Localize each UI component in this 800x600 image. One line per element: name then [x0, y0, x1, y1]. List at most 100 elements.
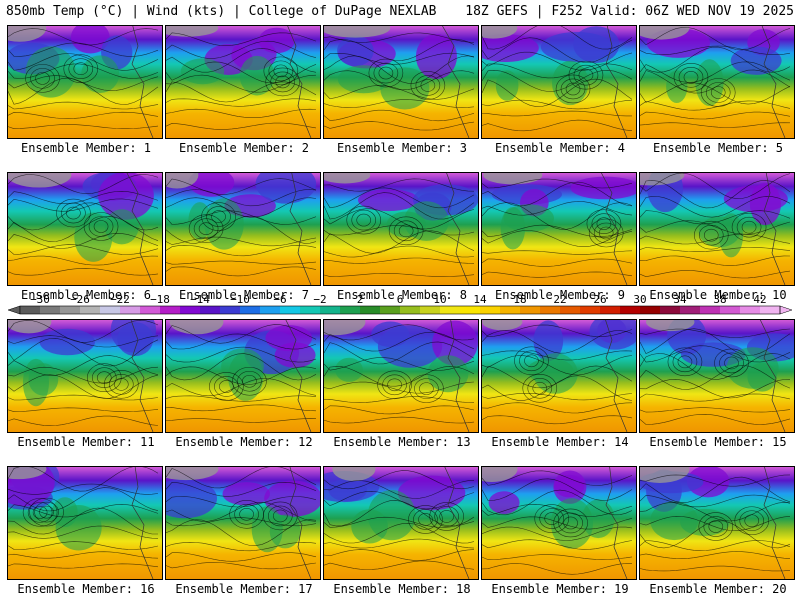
ensemble-map-graphic — [482, 26, 636, 138]
ensemble-member-label: Ensemble Member: 20 — [649, 582, 787, 596]
ensemble-map-graphic — [640, 467, 794, 579]
colorbar-swatch — [340, 306, 361, 314]
colorbar-swatch — [700, 306, 721, 314]
ensemble-map-7[interactable] — [165, 172, 321, 286]
colorbar-swatch — [260, 306, 281, 314]
ensemble-map-1[interactable] — [7, 25, 163, 139]
ensemble-member-label: Ensemble Member: 16 — [17, 582, 155, 596]
ensemble-map-18[interactable] — [323, 466, 479, 580]
ensemble-map-4[interactable] — [481, 25, 637, 139]
colorbar-swatch — [60, 306, 81, 314]
ensemble-member-label: Ensemble Member: 18 — [333, 582, 471, 596]
colorbar-tick-label: 2 — [357, 293, 364, 306]
colorbar-swatch — [720, 306, 741, 314]
colorbar-swatch — [400, 306, 421, 314]
ensemble-map-graphic — [166, 173, 320, 285]
chart-title: 850mb Temp (°C) | Wind (kts) | College o… — [6, 4, 437, 19]
ensemble-member-label: Ensemble Member: 17 — [175, 582, 313, 596]
ensemble-map-13[interactable] — [323, 319, 479, 433]
ensemble-map-10[interactable] — [639, 172, 795, 286]
colorbar-max-arrow — [779, 305, 793, 315]
colorbar-tick-label: 34 — [673, 293, 687, 306]
colorbar-swatch — [300, 306, 321, 314]
ensemble-map-12[interactable] — [165, 319, 321, 433]
colorbar-tick-label: 30 — [633, 293, 646, 306]
colorbar-tick-label: 42 — [753, 293, 766, 306]
ensemble-map-graphic — [324, 26, 478, 138]
colorbar-graphic: −30 −26 −22 −18 −14 −10 −6 −2 2 6 10 14 18 22 26 30 34 38… — [7, 293, 793, 315]
ensemble-map-15[interactable] — [639, 319, 795, 433]
ensemble-map-graphic — [482, 173, 636, 285]
ensemble-member-label: Ensemble Member: 12 — [175, 435, 313, 449]
temperature-colorbar: −30 −26 −22 −18 −14 −10 −6 −2 2 6 10 14 18 22 26 30 34 38… — [6, 293, 794, 317]
colorbar-swatch — [160, 306, 181, 314]
colorbar-tick-label: −14 — [190, 293, 210, 306]
ensemble-map-19[interactable] — [481, 466, 637, 580]
colorbar-tick-label: 22 — [553, 293, 566, 306]
colorbar-swatch — [240, 306, 261, 314]
ensemble-map-20[interactable] — [639, 466, 795, 580]
ensemble-map-graphic — [324, 320, 478, 432]
colorbar-tick-label: 10 — [433, 293, 446, 306]
ensemble-map-graphic — [640, 26, 794, 138]
ensemble-map-9[interactable] — [481, 172, 637, 286]
ensemble-map-graphic — [8, 26, 162, 138]
colorbar-swatch — [600, 306, 621, 314]
colorbar-swatch — [220, 306, 241, 314]
ensemble-map-graphic — [324, 467, 478, 579]
colorbar-tick-label: −30 — [30, 293, 50, 306]
colorbar-swatch — [360, 306, 381, 314]
colorbar-outline — [19, 305, 781, 315]
colorbar-tick-label: 14 — [473, 293, 487, 306]
colorbar-tick-label: −18 — [150, 293, 170, 306]
colorbar-tick-label: −22 — [110, 293, 130, 306]
ensemble-member-label: Ensemble Member: 15 — [649, 435, 787, 449]
colorbar-tick-label: −2 — [313, 293, 326, 306]
colorbar-swatch — [680, 306, 701, 314]
ensemble-map-2[interactable] — [165, 25, 321, 139]
ensemble-map-graphic — [8, 320, 162, 432]
ensemble-member-label: Ensemble Member: 8 — [336, 288, 468, 302]
colorbar-swatch — [540, 306, 561, 314]
ensemble-map-11[interactable] — [7, 319, 163, 433]
colorbar-tick-label: 26 — [593, 293, 606, 306]
ensemble-map-16[interactable] — [7, 466, 163, 580]
colorbar-swatch — [380, 306, 401, 314]
colorbar-swatch — [740, 306, 761, 314]
ensemble-map-6[interactable] — [7, 172, 163, 286]
colorbar-swatch — [420, 306, 441, 314]
ensemble-map-graphic — [166, 320, 320, 432]
colorbar-swatch — [20, 306, 41, 314]
colorbar-tick-label: −10 — [230, 293, 250, 306]
colorbar-swatch — [640, 306, 661, 314]
ensemble-map-graphic — [166, 26, 320, 138]
ensemble-map-14[interactable] — [481, 319, 637, 433]
colorbar-swatch — [460, 306, 481, 314]
ensemble-map-3[interactable] — [323, 25, 479, 139]
colorbar-swatch — [200, 306, 221, 314]
colorbar-swatch — [580, 306, 601, 314]
ensemble-map-8[interactable] — [323, 172, 479, 286]
colorbar-swatch — [440, 306, 461, 314]
colorbar-swatch — [40, 306, 61, 314]
ensemble-member-label: Ensemble Member: 4 — [494, 141, 626, 155]
ensemble-member-label: Ensemble Member: 2 — [178, 141, 310, 155]
ensemble-member-label: Ensemble Member: 1 — [20, 141, 152, 155]
colorbar-swatch — [660, 306, 681, 314]
ensemble-member-label: Ensemble Member: 5 — [652, 141, 784, 155]
ensemble-map-graphic — [324, 173, 478, 285]
colorbar-swatch — [560, 306, 581, 314]
ensemble-map-graphic — [482, 467, 636, 579]
colorbar-swatch — [480, 306, 501, 314]
ensemble-member-label: Ensemble Member: 13 — [333, 435, 471, 449]
colorbar-swatch — [320, 306, 341, 314]
ensemble-member-label: Ensemble Member: 6 — [20, 288, 152, 302]
ensemble-map-graphic — [8, 173, 162, 285]
ensemble-map-5[interactable] — [639, 25, 795, 139]
ensemble-member-label: Ensemble Member: 3 — [336, 141, 468, 155]
colorbar-swatch — [80, 306, 101, 314]
ensemble-map-17[interactable] — [165, 466, 321, 580]
colorbar-swatch — [500, 306, 521, 314]
ensemble-member-label: Ensemble Member: 19 — [491, 582, 629, 596]
colorbar-swatch — [140, 306, 161, 314]
